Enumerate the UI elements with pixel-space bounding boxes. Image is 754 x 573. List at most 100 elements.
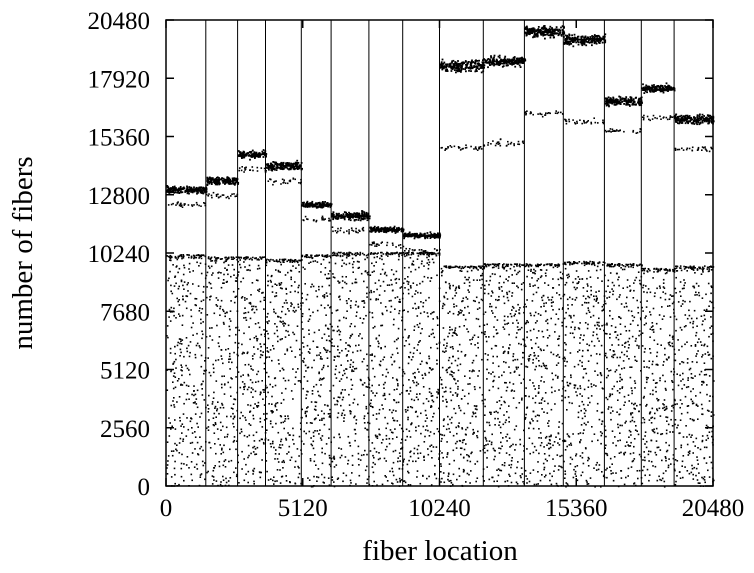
data-point	[277, 461, 280, 463]
data-point	[247, 404, 249, 406]
data-point	[181, 384, 184, 386]
data-point	[217, 257, 219, 259]
data-point	[435, 254, 438, 257]
data-point	[279, 261, 282, 264]
data-point	[472, 279, 475, 281]
data-point	[196, 332, 198, 335]
data-point	[409, 285, 412, 287]
data-point	[194, 393, 197, 396]
data-point	[224, 182, 227, 185]
data-point	[416, 258, 419, 260]
data-point	[217, 359, 220, 361]
data-point	[198, 189, 200, 192]
data-point	[436, 316, 438, 318]
data-point	[258, 267, 261, 270]
data-point	[409, 386, 412, 389]
data-point	[175, 358, 177, 361]
data-point	[233, 415, 236, 418]
data-point	[477, 62, 480, 65]
data-point	[200, 473, 203, 475]
data-point	[184, 203, 186, 205]
data-point	[348, 262, 351, 265]
data-point	[440, 379, 443, 381]
data-point	[461, 389, 464, 391]
data-point	[267, 280, 269, 283]
data-point	[481, 331, 483, 334]
data-point	[199, 447, 201, 450]
data-point	[388, 253, 390, 255]
data-point	[252, 417, 255, 420]
data-point	[328, 219, 330, 222]
data-point	[250, 294, 252, 296]
data-point	[239, 266, 242, 269]
data-point	[245, 463, 247, 466]
data-point	[313, 385, 315, 388]
data-point	[457, 369, 460, 372]
data-point	[274, 312, 277, 315]
data-point	[503, 414, 505, 416]
data-point	[496, 319, 499, 321]
data-point	[458, 287, 461, 289]
data-point	[285, 439, 288, 441]
data-point	[522, 351, 524, 354]
data-point	[477, 336, 480, 338]
data-point	[281, 461, 283, 463]
data-point	[194, 448, 196, 450]
data-point	[469, 482, 471, 484]
data-point	[457, 64, 459, 67]
data-point	[246, 269, 248, 271]
data-point	[518, 342, 520, 345]
data-point	[188, 190, 190, 193]
data-point	[205, 274, 208, 277]
data-point	[509, 372, 512, 374]
data-point	[454, 412, 457, 415]
data-point	[446, 70, 448, 72]
data-point	[173, 191, 176, 194]
data-point	[174, 345, 176, 348]
data-point	[225, 258, 227, 261]
data-point	[497, 411, 499, 414]
data-point	[384, 398, 387, 400]
data-point	[404, 255, 406, 258]
data-point	[511, 282, 514, 284]
data-point	[328, 454, 331, 457]
data-point	[200, 300, 203, 303]
data-point	[445, 291, 447, 294]
data-point	[238, 482, 240, 484]
data-point	[186, 295, 189, 298]
data-point	[236, 180, 238, 182]
data-point	[280, 438, 283, 441]
data-point	[266, 347, 268, 349]
data-point	[415, 290, 417, 292]
data-point	[434, 234, 437, 237]
data-point	[267, 167, 270, 170]
data-point	[338, 355, 340, 358]
data-point	[456, 393, 459, 396]
data-point	[200, 322, 202, 325]
data-point	[465, 70, 467, 73]
data-point	[305, 256, 308, 259]
data-point	[263, 308, 265, 310]
data-point	[175, 282, 177, 285]
data-point	[332, 217, 335, 219]
data-point	[197, 285, 200, 287]
data-point	[408, 379, 410, 381]
data-point	[222, 310, 225, 313]
data-point	[382, 383, 385, 386]
data-point	[420, 432, 422, 435]
data-point	[366, 364, 369, 367]
data-point	[391, 411, 393, 414]
data-point	[249, 158, 251, 161]
data-point	[400, 442, 402, 444]
data-point	[301, 201, 304, 204]
data-point	[285, 166, 288, 169]
data-point	[484, 333, 486, 336]
data-point	[316, 354, 318, 357]
data-point	[407, 484, 410, 486]
data-point	[284, 387, 287, 390]
data-point	[174, 428, 177, 430]
data-point	[430, 484, 433, 486]
data-point	[515, 425, 518, 427]
data-point	[498, 288, 501, 290]
data-point	[228, 318, 231, 320]
